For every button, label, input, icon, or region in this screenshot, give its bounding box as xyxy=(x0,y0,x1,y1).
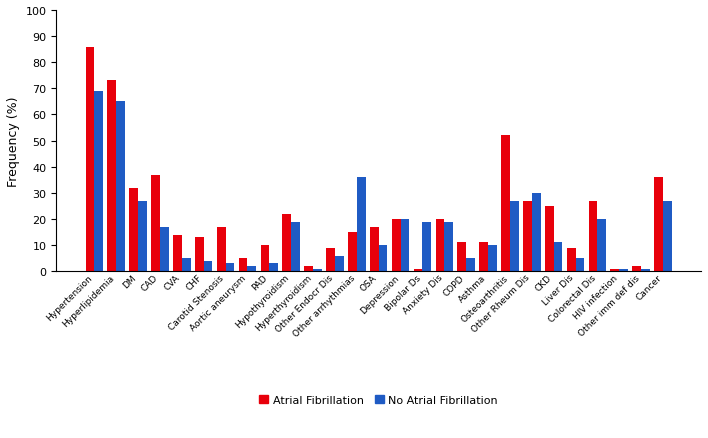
Bar xyxy=(545,206,554,272)
Bar xyxy=(588,201,598,272)
Bar xyxy=(217,227,226,272)
Bar xyxy=(435,219,444,272)
Bar xyxy=(239,258,247,272)
Bar xyxy=(160,227,169,272)
Bar xyxy=(401,219,409,272)
Bar xyxy=(116,102,125,272)
Bar xyxy=(282,214,291,272)
Bar xyxy=(598,219,606,272)
Bar xyxy=(326,248,335,272)
Bar xyxy=(357,178,365,272)
Bar xyxy=(108,81,116,272)
Bar xyxy=(654,178,663,272)
Y-axis label: Frequency (%): Frequency (%) xyxy=(7,96,20,187)
Bar xyxy=(138,201,147,272)
Bar xyxy=(173,235,182,272)
Bar xyxy=(663,201,672,272)
Bar xyxy=(94,92,103,272)
Bar xyxy=(488,245,497,272)
Bar xyxy=(304,266,313,272)
Bar xyxy=(370,227,379,272)
Bar xyxy=(86,47,94,272)
Bar xyxy=(457,243,466,272)
Bar xyxy=(532,193,540,272)
Bar xyxy=(204,261,212,272)
Legend: Atrial Fibrillation, No Atrial Fibrillation: Atrial Fibrillation, No Atrial Fibrillat… xyxy=(255,390,502,410)
Bar xyxy=(392,219,401,272)
Bar xyxy=(641,269,650,272)
Bar xyxy=(444,222,453,272)
Bar xyxy=(247,266,256,272)
Bar xyxy=(620,269,628,272)
Bar xyxy=(554,243,562,272)
Bar xyxy=(291,222,300,272)
Bar xyxy=(501,136,510,272)
Bar xyxy=(182,258,190,272)
Bar xyxy=(610,269,620,272)
Bar xyxy=(510,201,519,272)
Bar xyxy=(466,258,475,272)
Bar xyxy=(413,269,423,272)
Bar xyxy=(348,233,357,272)
Bar xyxy=(151,175,160,272)
Bar xyxy=(523,201,532,272)
Bar xyxy=(313,269,321,272)
Bar xyxy=(379,245,387,272)
Bar xyxy=(226,264,234,272)
Bar xyxy=(423,222,431,272)
Bar xyxy=(195,238,204,272)
Bar xyxy=(269,264,278,272)
Bar xyxy=(632,266,641,272)
Bar xyxy=(576,258,584,272)
Bar xyxy=(335,256,343,272)
Bar xyxy=(261,245,269,272)
Bar xyxy=(130,188,138,272)
Bar xyxy=(479,243,488,272)
Bar xyxy=(566,248,576,272)
